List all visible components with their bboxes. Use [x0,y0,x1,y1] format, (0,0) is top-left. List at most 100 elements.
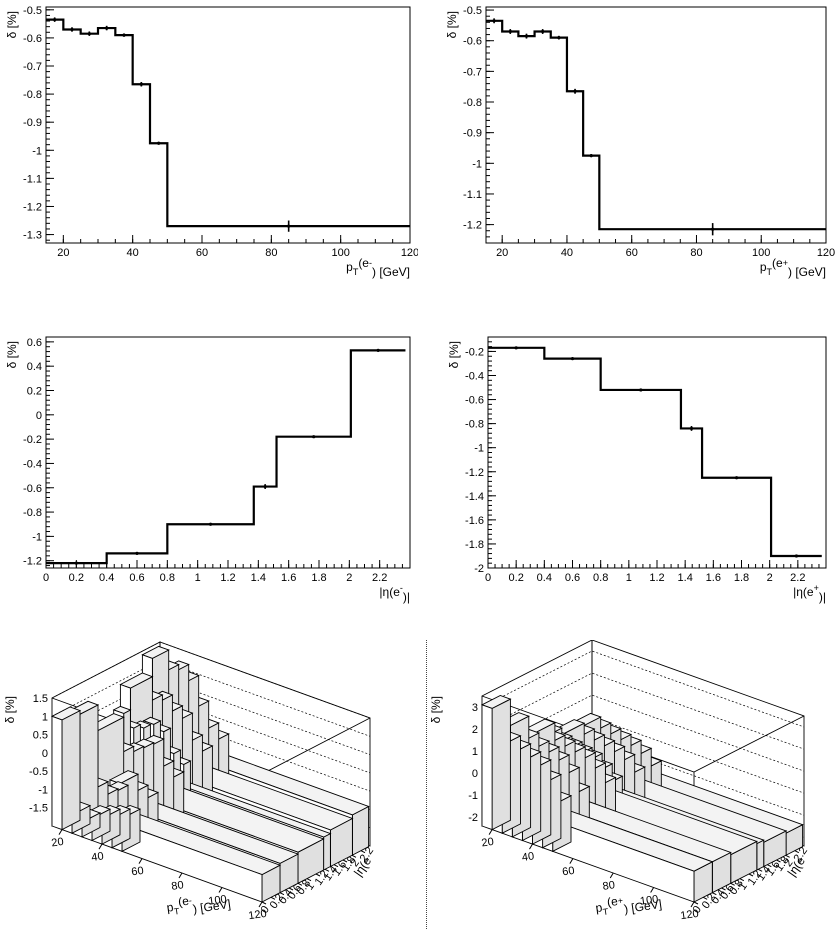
x-tick-label: 0.4 [99,572,114,584]
y-tick-label: -1.2 [23,201,42,213]
pt-tick-label: 40 [521,850,535,864]
bar-side-face [61,709,81,831]
y-tick-label: -0.6 [463,36,482,48]
bar-front-face [51,715,63,831]
z-tick-label: 0.5 [33,730,48,742]
z-tick-label: 1 [42,711,48,723]
x-axis-title: pT(e+) [GeV] [594,888,663,920]
bin-marker [312,435,316,439]
z-tick-label: -1 [38,784,48,796]
bin-marker [263,484,267,489]
x-axis-title-xlabel-end: ) [GeV] [788,265,826,279]
y-tick-label: -2 [474,563,484,575]
x-tick-label: 40 [127,247,139,259]
pt-tick [178,872,183,879]
x-axis-title-xlabel-end: ) [GeV] [372,265,410,279]
x-tick-label: 1.4 [678,572,693,584]
x-tick-label: 1.2 [220,572,235,584]
y-tick-label: -1.6 [465,515,484,527]
y-tick-label: -0.6 [23,483,42,495]
bin-marker [157,141,161,145]
x-tick-label: 0.2 [509,572,524,584]
eta-tick [712,892,717,896]
bin-marker [122,33,126,37]
bin-marker [376,348,380,352]
y-tick-label: -0.7 [23,61,42,73]
x-axis-title-xlabel-main: p [166,900,175,915]
x-tick-label: 60 [626,247,638,259]
bin-marker [74,561,78,565]
z-tick-label: 3 [472,702,478,714]
y-tick-label: -1.1 [23,173,42,185]
y-tick-label: -0.4 [465,371,484,383]
y-tick-label: -1 [32,531,42,543]
y-tick-label: 0.6 [27,337,42,349]
y-axis-title: δ [%] [5,341,19,368]
pt-tick [690,901,695,908]
y-tick-label: 0.4 [27,361,42,373]
x-axis-title-xlabel-end: ) [GeV] [623,897,663,916]
x-axis-title: |η(e+)| [793,583,826,604]
eta-tick [794,850,800,854]
eta-tick [767,864,772,868]
bin-marker [208,522,213,526]
bin-marker [105,26,109,30]
bar-front-face [481,704,493,831]
pt-tick-label: 80 [602,879,616,893]
y-tick-label: -0.9 [23,117,42,129]
x-axis-title-xlabel-rest: (e [358,256,369,270]
y-tick-label: -0.5 [463,5,482,17]
eta-tick [288,887,294,891]
eta-tick [721,887,726,891]
x-tick-label: 100 [331,247,349,259]
y-tick-label: -1.8 [465,539,484,551]
x-tick-label: 0.2 [69,572,84,584]
eta-tick [279,892,285,896]
x-tick-label: 1.6 [281,572,296,584]
eta-tick [785,854,790,858]
eta-tick-label: 1 [304,880,317,892]
y-tick-label: -1.1 [463,189,482,201]
bin-marker [514,346,518,350]
pt-tick-label: 20 [51,836,65,850]
x-tick-label: 0.6 [129,572,144,584]
y-tick-label: -0.9 [463,128,482,140]
x-tick-label: 2.2 [372,572,387,584]
x-axis-title-xlabel-rest: (e [177,894,190,909]
plot-frame [485,6,827,244]
y-tick-label: -0.6 [23,33,42,45]
z-gridline [51,641,371,719]
bin-marker [87,32,91,36]
bin-marker [711,227,715,231]
histogram-line [46,18,410,228]
bin-marker [589,154,593,158]
eta-tick-label: 2 [349,857,362,869]
y-tick-label: -0.5 [23,5,42,17]
y-tick-label: -0.7 [463,66,482,78]
pt-tick-label: 60 [131,865,145,879]
pt-tick [650,887,655,893]
x-axis-title-xlabel-main: |η(e [793,585,814,599]
x-axis-title-xlabel-sup: + [783,258,788,268]
bin-marker [492,19,496,23]
x-tick-label: 1.2 [649,572,664,584]
z-tick-label: -2 [468,812,478,824]
x-tick-label: 20 [57,247,69,259]
bin-marker [135,551,139,556]
x-axis-title-xlabel-rest: (e [606,894,619,909]
eta-tick [776,859,781,863]
lego-plot-electron: 1.510.50-0.5-1-1.52040608010012000.20.40… [3,641,376,922]
x-axis-title-xlabel-end: ) [GeV] [192,897,232,916]
pt-tick-label: 120 [680,908,700,922]
x-tick-label: 20 [496,247,508,259]
eta-tick [297,882,303,886]
x-tick-label: 120 [817,247,835,259]
x-axis-title-xlabel-sup: - [400,583,403,593]
bin-marker [287,224,291,228]
pt-tick-label: 40 [91,850,105,864]
eta-tick [324,868,330,872]
eta-tick [748,873,754,877]
lego-plot-positron: 3210-1-22040608010012000.20.40.60.811.21… [429,640,810,922]
x-tick-label: 0 [43,572,49,584]
x-tick-label: 0 [485,572,491,584]
